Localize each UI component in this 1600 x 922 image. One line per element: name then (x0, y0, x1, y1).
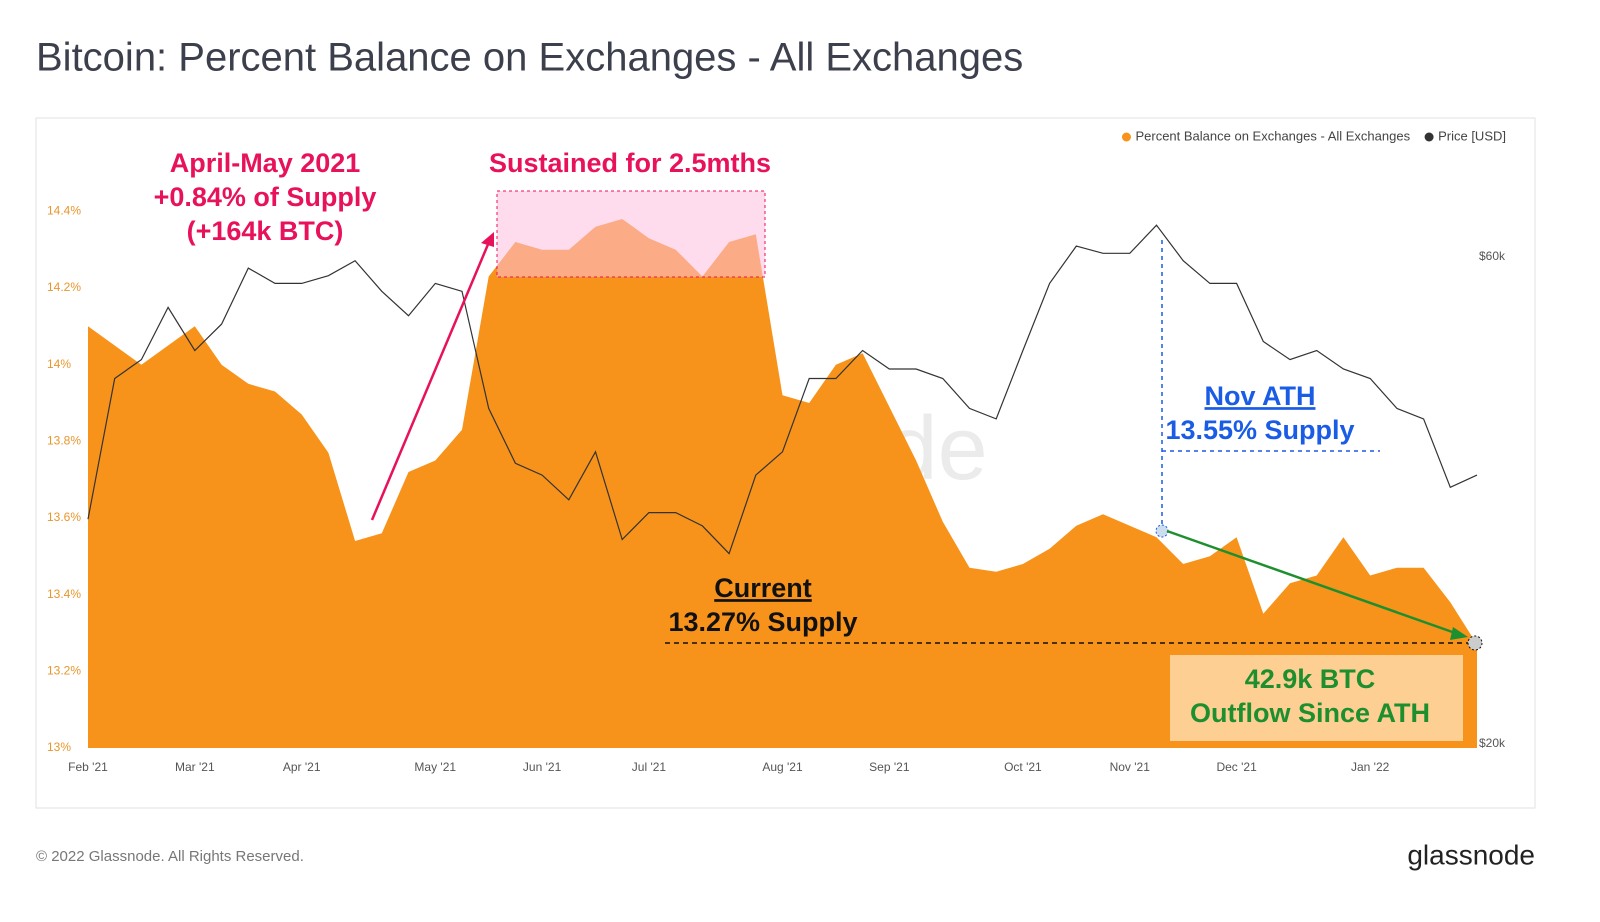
x-tick-label: Nov '21 (1110, 760, 1151, 774)
annotation: +0.84% of Supply (154, 182, 377, 212)
callout-box (1170, 655, 1463, 741)
x-tick-label: May '21 (414, 760, 456, 774)
annotation: Current (714, 573, 812, 603)
arrow-head (1450, 627, 1468, 640)
marker (1467, 635, 1483, 651)
price-line (87, 224, 1478, 555)
annotation: 42.9k BTC (1245, 664, 1376, 694)
y-tick-label: 13% (47, 740, 71, 754)
y2-tick-label: $20k (1479, 736, 1506, 750)
plot-area: glassnode13%13.2%13.4%13.6%13.8%14%14.2%… (47, 128, 1506, 774)
legend-swatch (1424, 132, 1434, 142)
y-tick-label: 13.2% (47, 664, 81, 678)
annotation: Sustained for 2.5mths (489, 148, 771, 178)
arrow (1166, 529, 1459, 636)
legend-label: Percent Balance on Exchanges - All Excha… (1135, 128, 1410, 143)
arrow-head (481, 232, 494, 247)
annotation: 13.27% Supply (668, 607, 857, 637)
x-tick-label: Sep '21 (869, 760, 910, 774)
y-tick-label: 13.6% (47, 510, 81, 524)
x-tick-label: Mar '21 (175, 760, 215, 774)
y-tick-label: 14% (47, 357, 71, 371)
page-title: Bitcoin: Percent Balance on Exchanges - … (36, 36, 1023, 80)
x-tick-label: Dec '21 (1216, 760, 1257, 774)
x-tick-label: Feb '21 (68, 760, 108, 774)
annotation: April-May 2021 (170, 148, 361, 178)
annotation: Nov ATH (1205, 381, 1316, 411)
legend-swatch (1121, 132, 1131, 142)
annotations: April-May 2021 +0.84% of Supply (+164k BTC… (154, 148, 1430, 728)
arrow (370, 241, 491, 521)
y-tick-label: 13.8% (47, 434, 81, 448)
y-tick-label: 13.4% (47, 587, 81, 601)
annotation-shapes (370, 190, 1483, 741)
x-tick-label: Jun '21 (523, 760, 562, 774)
x-tick-label: Jul '21 (632, 760, 667, 774)
x-tick-label: Jan '22 (1351, 760, 1390, 774)
x-tick-label: Apr '21 (283, 760, 321, 774)
y2-tick-label: $60k (1479, 249, 1506, 263)
annotation: (+164k BTC) (187, 216, 344, 246)
marker (1155, 524, 1169, 538)
y-tick-label: 14.4% (47, 204, 81, 218)
annotation: Outflow Since ATH (1190, 698, 1430, 728)
x-tick-label: Oct '21 (1004, 760, 1042, 774)
x-tick-label: Aug '21 (762, 760, 803, 774)
highlight-box (496, 190, 766, 278)
footer: © 2022 Glassnode. All Rights Reserved. (36, 848, 304, 865)
legend-label: Price [USD] (1438, 128, 1506, 143)
area (88, 219, 1477, 748)
logo: glassnode (1407, 839, 1535, 870)
chart-frame (35, 117, 1536, 809)
annotation: 13.55% Supply (1165, 415, 1354, 445)
y-tick-label: 14.2% (47, 280, 81, 294)
